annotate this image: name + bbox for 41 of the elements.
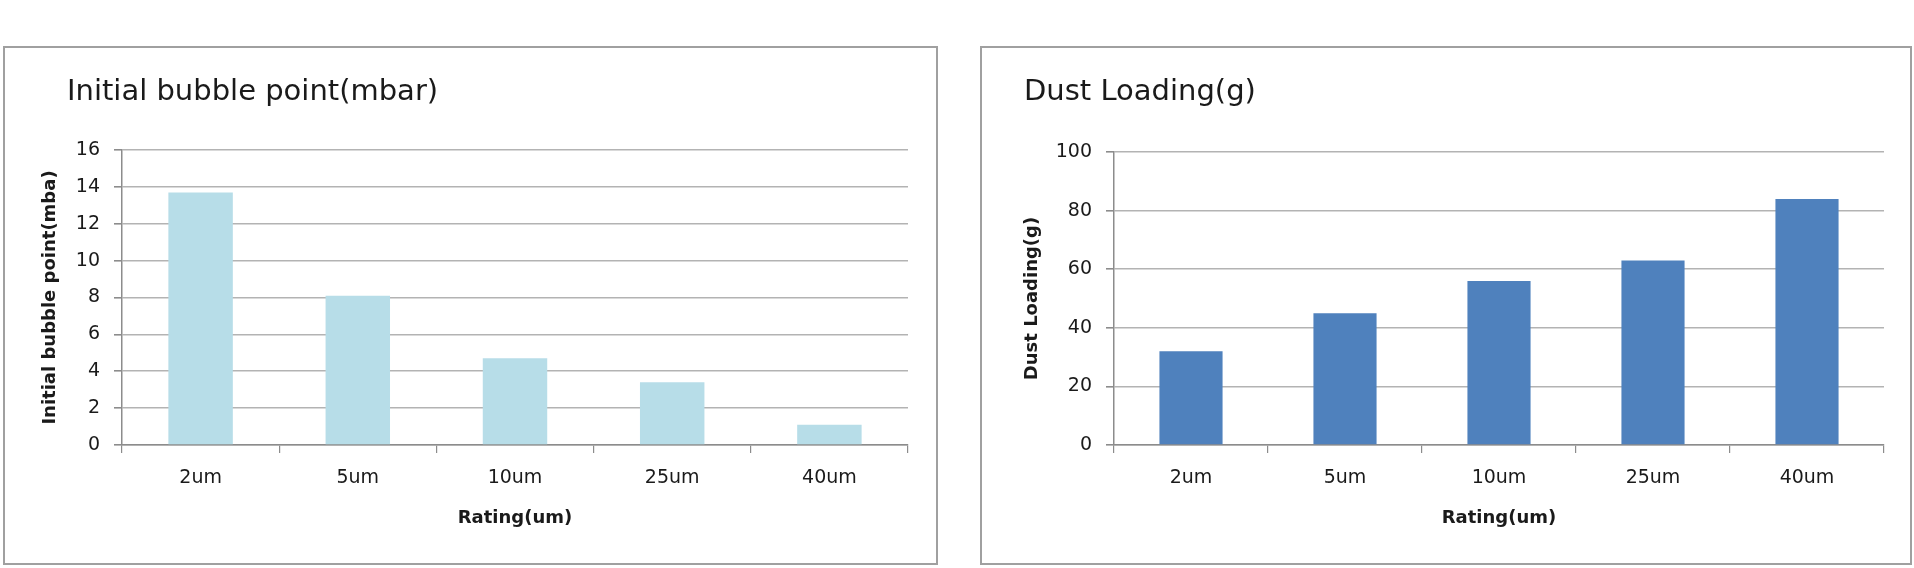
- y-tick-label: 4: [87, 358, 100, 381]
- bar: [639, 382, 705, 445]
- y-tick-label: 6: [87, 321, 100, 344]
- bar: [797, 424, 862, 445]
- y-tick-label: 12: [75, 210, 100, 233]
- y-tick-label: 0: [1079, 431, 1092, 454]
- y-tick-label: 20: [1067, 373, 1092, 396]
- x-tick-label: 5um: [1323, 465, 1367, 488]
- bar: [325, 295, 391, 445]
- bar: [1621, 260, 1685, 445]
- bar: [1775, 198, 1839, 445]
- x-tick-label: 40um: [802, 465, 857, 488]
- y-tick-label: 80: [1067, 197, 1092, 220]
- y-tick-label: 60: [1067, 256, 1092, 279]
- y-tick-label: 0: [87, 431, 100, 454]
- x-tick-label: 2um: [1169, 465, 1213, 488]
- x-tick-label: 10um: [487, 465, 543, 488]
- y-tick-label: 14: [75, 173, 100, 196]
- chart-title: Dust Loading(g): [1024, 73, 1256, 107]
- y-axis-title: Dust Loading(g): [1020, 216, 1042, 381]
- bar: [168, 192, 233, 445]
- bar: [482, 358, 548, 445]
- x-tick-label: 5um: [336, 465, 380, 488]
- x-tick-label: 40um: [1779, 465, 1835, 488]
- x-tick-label: 25um: [1625, 465, 1681, 488]
- x-tick-label: 25um: [644, 465, 700, 488]
- bar: [1313, 313, 1377, 445]
- bar: [1159, 351, 1223, 445]
- y-axis-title: Initial bubble point(mba): [38, 170, 60, 425]
- x-axis-title: Rating(um): [457, 505, 573, 527]
- chart-title: Initial bubble point(mbar): [67, 73, 439, 107]
- y-tick-label: 16: [75, 136, 100, 159]
- x-axis-title: Rating(um): [1441, 505, 1557, 527]
- y-tick-label: 100: [1055, 138, 1092, 161]
- y-tick-label: 8: [87, 284, 100, 307]
- x-tick-label: 2um: [179, 465, 222, 488]
- x-tick-label: 10um: [1471, 465, 1527, 488]
- y-tick-label: 2: [87, 395, 100, 418]
- y-tick-label: 40: [1067, 314, 1092, 337]
- bar: [1467, 280, 1531, 445]
- y-tick-label: 10: [75, 247, 100, 270]
